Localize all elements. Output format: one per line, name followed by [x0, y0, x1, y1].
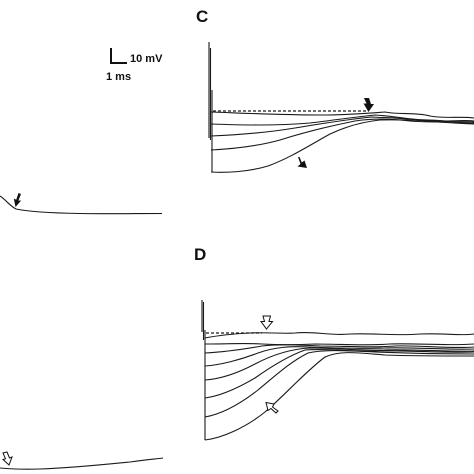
panel-d-trace-2	[204, 343, 474, 346]
scale-bar-lines	[110, 48, 127, 64]
scale-bar-voltage-label: 10 mV	[130, 53, 163, 65]
left-top-partial-panel	[0, 193, 163, 215]
panel-c-trace-1	[210, 111, 474, 119]
left-bottom-partial-panel	[0, 451, 164, 470]
panel-d-stimulus-artifact	[201, 300, 206, 440]
scale-bar: 10 mV 1 ms	[106, 48, 163, 83]
panel-c-letter: C	[196, 7, 208, 26]
scale-bar-time-label: 1 ms	[106, 71, 131, 83]
panel-d-trace-4	[204, 346, 474, 367]
panel-d-trace-7	[204, 350, 474, 418]
left-bottom-open-arrow-icon	[1, 451, 13, 466]
panel-c: C	[196, 7, 474, 173]
panel-d-trace-5	[204, 347, 474, 381]
left-top-filled-arrow-icon	[13, 193, 22, 207]
panel-c-stimulus-artifact	[208, 42, 213, 172]
panel-d: D	[194, 245, 474, 441]
panel-d-letter: D	[194, 245, 206, 264]
panel-d-trace-1	[204, 332, 474, 339]
panel-d-trace-8	[204, 352, 474, 441]
panel-d-open-arrow-bottom-icon	[265, 401, 279, 414]
panel-c-trace-5	[210, 119, 474, 173]
panel-d-open-arrow-top-icon	[260, 315, 274, 330]
left-bottom-trace	[0, 457, 164, 470]
panel-c-filled-arrow-top-icon	[363, 98, 374, 112]
left-top-trace	[0, 195, 163, 215]
panel-d-trace-3	[204, 344, 474, 354]
panel-c-filled-arrow-bottom-icon	[297, 157, 307, 168]
panel-d-trace-6	[204, 348, 474, 399]
panel-c-trace-4	[210, 118, 474, 151]
